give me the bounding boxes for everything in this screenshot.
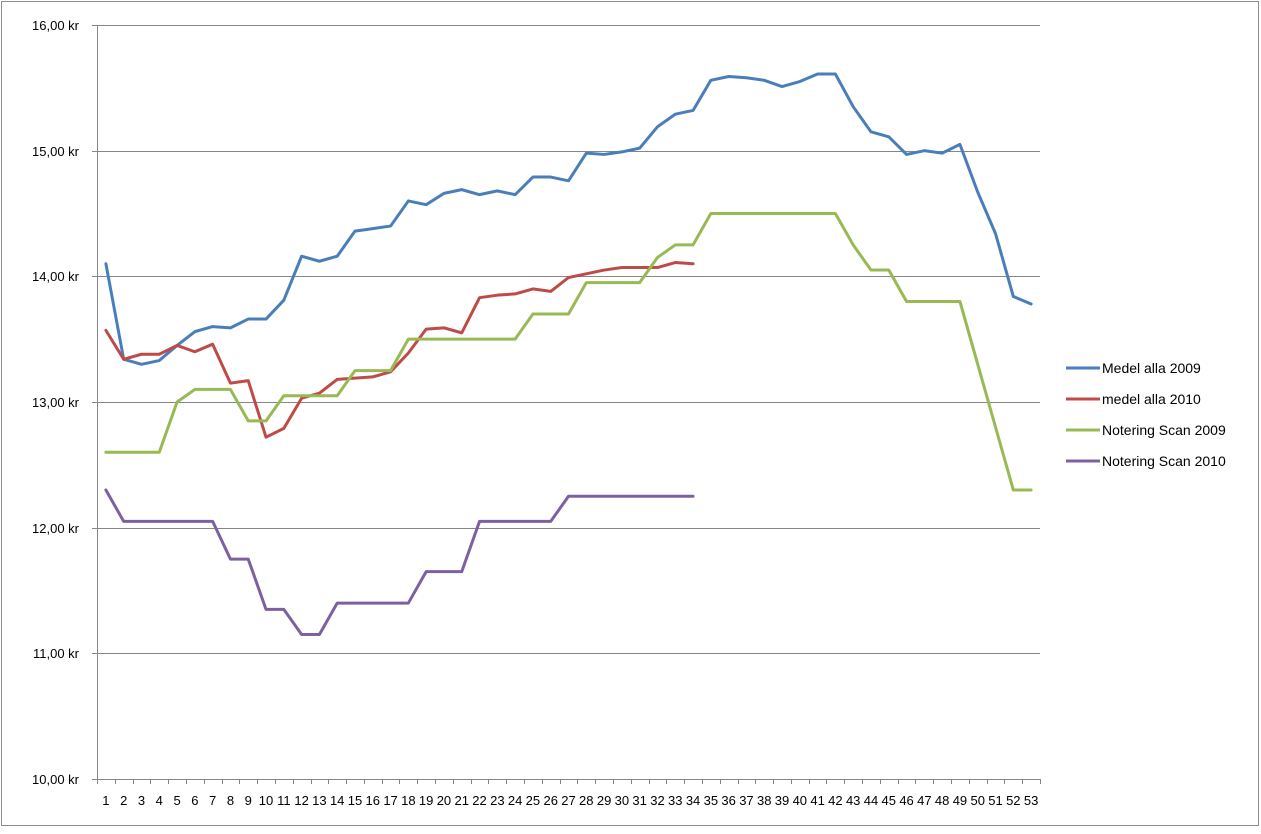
x-tick-label: 46 — [899, 793, 913, 808]
x-tick-label: 20 — [437, 793, 451, 808]
x-tick-label: 17 — [383, 793, 397, 808]
x-tick-label: 23 — [490, 793, 504, 808]
legend-label: Notering Scan 2010 — [1102, 453, 1226, 469]
series-line-3 — [104, 212, 1033, 492]
x-tick-label: 47 — [917, 793, 931, 808]
x-tick-label: 18 — [401, 793, 415, 808]
x-tick-label: 26 — [543, 793, 557, 808]
x-tick-label: 11 — [277, 793, 291, 808]
series-lines — [104, 72, 1033, 636]
x-tick-label: 6 — [191, 793, 198, 808]
legend-label: Notering Scan 2009 — [1102, 422, 1226, 438]
y-tick-labels: 10,00 kr 11,00 kr 12,00 kr 13,00 kr 14,00 kr… — [32, 18, 80, 787]
x-tick-label: 36 — [721, 793, 735, 808]
x-tick-label: 33 — [668, 793, 682, 808]
x-tick-label: 8 — [227, 793, 234, 808]
x-tick-label: 34 — [686, 793, 700, 808]
x-tick-label: 48 — [935, 793, 949, 808]
x-tick-label: 16 — [366, 793, 380, 808]
y-tick-label: 10,00 kr — [32, 772, 80, 787]
x-tick-label: 5 — [173, 793, 180, 808]
x-tick-label: 50 — [970, 793, 984, 808]
y-tick-label: 11,00 kr — [33, 646, 80, 661]
x-tick-label: 43 — [846, 793, 860, 808]
x-tick-label: 39 — [775, 793, 789, 808]
x-tick-labels: 1 2 3 4 5 6 7 8 9 10 11 12 13 14 15 16 17 18 19 20 21 22 23 24 2… — [102, 793, 1038, 808]
x-tick-label: 1 — [102, 793, 109, 808]
x-tick-label: 12 — [294, 793, 308, 808]
y-tick-label: 13,00 kr — [32, 395, 80, 410]
x-tick-label: 21 — [455, 793, 469, 808]
x-tick-label: 19 — [419, 793, 433, 808]
series-line-1 — [104, 72, 1033, 366]
x-tick-label: 41 — [810, 793, 824, 808]
series-line-4 — [104, 488, 695, 636]
x-tick-label: 9 — [245, 793, 252, 808]
x-tick-label: 37 — [739, 793, 753, 808]
x-tick-label: 15 — [348, 793, 362, 808]
x-tick-label: 7 — [209, 793, 216, 808]
y-tick-label: 16,00 kr — [32, 18, 80, 33]
x-tick-label: 53 — [1024, 793, 1038, 808]
x-tick-label: 32 — [650, 793, 664, 808]
x-tick-label: 30 — [615, 793, 629, 808]
legend: Medel alla 2009 medel alla 2010 Notering S… — [1066, 360, 1226, 469]
x-tick-label: 4 — [156, 793, 163, 808]
x-tick-label: 40 — [793, 793, 807, 808]
y-tick-label: 15,00 kr — [32, 144, 80, 159]
series-line-2 — [104, 261, 695, 439]
x-tick-label: 29 — [597, 793, 611, 808]
x-tick-label: 3 — [138, 793, 145, 808]
x-tick-label: 14 — [330, 793, 344, 808]
x-tick-label: 45 — [882, 793, 896, 808]
x-tick-label: 2 — [120, 793, 127, 808]
legend-label: Medel alla 2009 — [1102, 360, 1201, 376]
x-tick-label: 22 — [472, 793, 486, 808]
x-tick-label: 42 — [828, 793, 842, 808]
x-tick-label: 49 — [953, 793, 967, 808]
x-tick-label: 44 — [864, 793, 878, 808]
axes — [92, 25, 1041, 784]
x-tick-label: 24 — [508, 793, 522, 808]
x-tick-label: 31 — [632, 793, 646, 808]
x-tick-label: 25 — [526, 793, 540, 808]
x-tick-label: 13 — [312, 793, 326, 808]
x-tick-label: 10 — [259, 793, 273, 808]
x-tick-label: 38 — [757, 793, 771, 808]
x-tick-label: 27 — [561, 793, 575, 808]
y-tick-label: 12,00 kr — [32, 521, 80, 536]
x-tick-label: 28 — [579, 793, 593, 808]
y-tick-label: 14,00 kr — [32, 269, 80, 284]
x-tick-label: 51 — [988, 793, 1002, 808]
x-tick-label: 35 — [704, 793, 718, 808]
x-tick-label: 52 — [1006, 793, 1020, 808]
legend-label: medel alla 2010 — [1102, 391, 1201, 407]
